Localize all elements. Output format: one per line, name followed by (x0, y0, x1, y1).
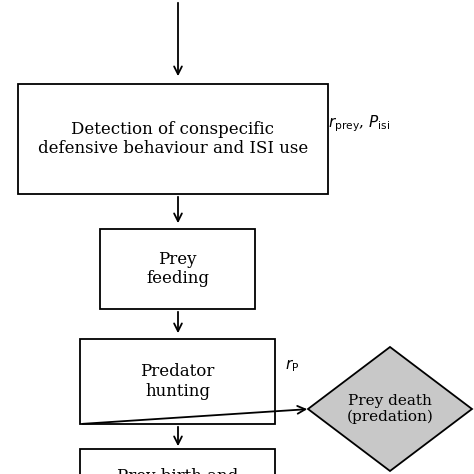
Bar (80, 449, 275, 474)
Bar (80, 339, 275, 424)
Text: Prey birth and: Prey birth and (117, 468, 238, 474)
Bar (18, 84, 328, 194)
Text: $r_{\mathrm{prey}}$, $P_{\mathrm{isi}}$: $r_{\mathrm{prey}}$, $P_{\mathrm{isi}}$ (328, 114, 390, 134)
Text: Detection of conspecific
defensive behaviour and ISI use: Detection of conspecific defensive behav… (38, 121, 308, 157)
Text: Prey
feeding: Prey feeding (146, 251, 209, 287)
Text: Prey death
(predation): Prey death (predation) (346, 394, 433, 424)
Text: $r_{\mathrm{P}}$: $r_{\mathrm{P}}$ (285, 358, 299, 374)
Text: Predator
hunting: Predator hunting (140, 363, 215, 400)
Polygon shape (308, 347, 472, 471)
Bar (100, 229, 255, 309)
